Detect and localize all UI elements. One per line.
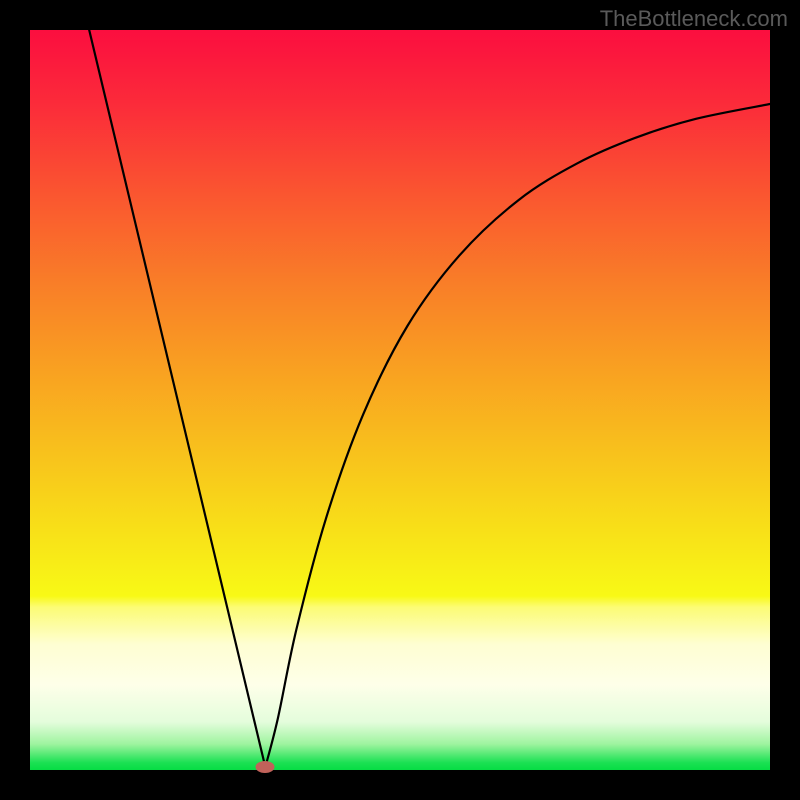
chart-plot-area [30,30,770,770]
watermark-text: TheBottleneck.com [600,6,788,32]
minimum-marker [256,761,275,773]
bottleneck-curve [89,30,770,767]
chart-curve-layer [30,30,770,770]
